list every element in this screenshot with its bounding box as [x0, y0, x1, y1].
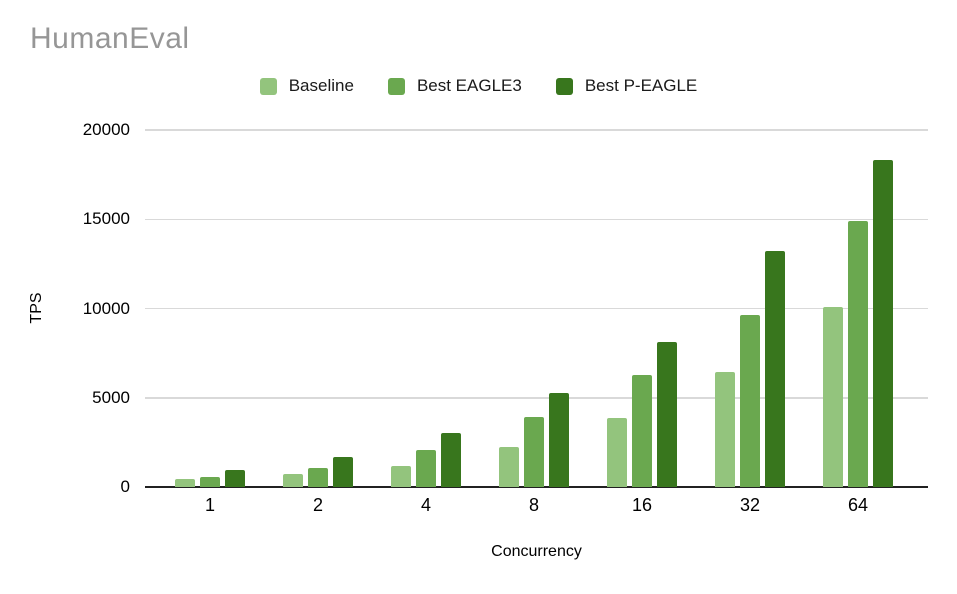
bar-best-eagle3-concurrency-8 — [524, 417, 544, 487]
gridline-20000 — [145, 129, 928, 131]
bar-baseline-concurrency-16 — [607, 418, 627, 487]
gridline-15000 — [145, 218, 928, 220]
legend-item-baseline: Baseline — [259, 76, 354, 96]
bar-best-p-eagle-concurrency-4 — [441, 432, 461, 487]
y-tick-label-15000: 15000 — [82, 209, 130, 229]
plot-area — [145, 129, 928, 488]
bar-baseline-concurrency-32 — [715, 371, 735, 487]
chart-title: HumanEval — [30, 22, 190, 55]
y-tick-label-20000: 20000 — [82, 120, 130, 139]
bar-best-eagle3-concurrency-32 — [740, 314, 760, 487]
bar-baseline-concurrency-2 — [283, 473, 303, 487]
legend-swatch-icon — [387, 77, 405, 95]
bar-baseline-concurrency-64 — [823, 306, 843, 487]
x-tick-label-8: 8 — [528, 495, 539, 515]
x-axis-line — [145, 486, 928, 488]
y-tick-label-10000: 10000 — [82, 298, 130, 318]
legend-label: Best EAGLE3 — [416, 76, 522, 95]
bar-best-eagle3-concurrency-4 — [416, 450, 436, 487]
bar-best-p-eagle-concurrency-8 — [549, 393, 569, 487]
gridline-5000 — [145, 397, 928, 399]
bar-best-p-eagle-concurrency-2 — [333, 456, 353, 487]
legend-label: Baseline — [288, 76, 354, 95]
legend-swatch-icon — [259, 77, 277, 95]
y-tick-label-0: 0 — [120, 477, 130, 496]
bar-best-eagle3-concurrency-2 — [308, 468, 328, 487]
x-tick-label-4: 4 — [420, 495, 431, 515]
bar-best-p-eagle-concurrency-1 — [225, 470, 245, 487]
bar-baseline-concurrency-4 — [391, 465, 411, 487]
bar-best-p-eagle-concurrency-32 — [765, 250, 785, 487]
bar-baseline-concurrency-1 — [175, 478, 195, 487]
bar-baseline-concurrency-8 — [499, 446, 519, 487]
x-tick-label-64: 64 — [847, 495, 869, 515]
x-tick-label-16: 16 — [631, 495, 653, 515]
bar-best-eagle3-concurrency-64 — [848, 221, 868, 487]
x-tick-label-1: 1 — [204, 495, 215, 515]
legend: Baseline Best EAGLE3 Best P-EAGLE — [0, 76, 957, 96]
legend-item-best-eagle3: Best EAGLE3 — [387, 76, 522, 96]
x-tick-label-32: 32 — [739, 495, 761, 515]
bar-best-p-eagle-concurrency-16 — [657, 341, 677, 487]
bar-best-eagle3-concurrency-16 — [632, 374, 652, 487]
y-tick-label-5000: 5000 — [92, 387, 130, 407]
gridline-10000 — [145, 307, 928, 310]
bar-best-eagle3-concurrency-1 — [200, 477, 220, 487]
legend-label: Best P-EAGLE — [584, 76, 698, 95]
y-axis-title: TPS — [28, 292, 45, 324]
x-tick-label-2: 2 — [312, 495, 323, 515]
x-axis-title: Concurrency — [491, 543, 582, 560]
bar-best-p-eagle-concurrency-64 — [873, 160, 893, 487]
legend-item-best-p-eagle: Best P-EAGLE — [555, 76, 698, 96]
legend-swatch-icon — [555, 77, 573, 95]
